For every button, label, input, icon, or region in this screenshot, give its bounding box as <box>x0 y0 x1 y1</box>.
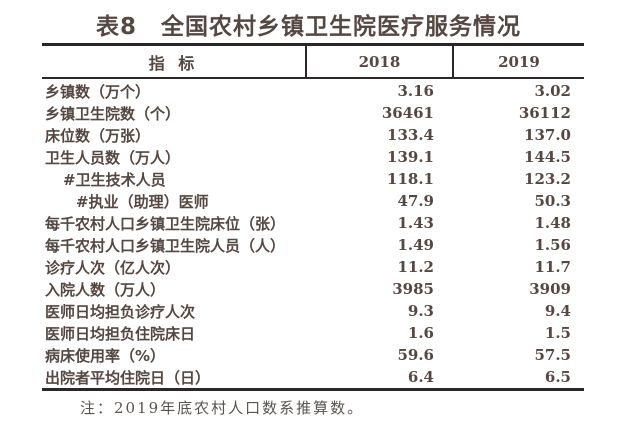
row-label: 诊疗人次（亿人次） <box>45 258 181 277</box>
column-header-2019: 2019 <box>452 46 584 77</box>
row-label: #卫生技术人员 <box>63 170 166 189</box>
value-2018: 1.49 <box>397 236 434 254</box>
value-2018: 6.4 <box>407 368 434 386</box>
table-row: 乡镇数（万个） 3.16 3.02 <box>42 80 584 102</box>
medical-service-table: 指 标 2018 2019 乡镇数（万个） 3.16 3.02 乡镇卫生院数（个… <box>42 43 584 391</box>
column-header-indicator: 指 标 <box>148 53 199 73</box>
table-row: 每千农村人口乡镇卫生院床位（张） 1.43 1.48 <box>42 212 584 234</box>
row-label: 入院人数（万人） <box>45 280 166 299</box>
value-2019: 144.5 <box>524 148 571 166</box>
row-label: 医师日均担负诊疗人次 <box>45 302 196 321</box>
table-body: 乡镇数（万个） 3.16 3.02 乡镇卫生院数（个） 36461 36112 … <box>42 79 584 388</box>
value-2019: 6.5 <box>544 368 571 386</box>
table-row: 医师日均担负诊疗人次 9.3 9.4 <box>42 300 584 322</box>
value-2018: 9.3 <box>407 302 434 320</box>
value-2018: 3.16 <box>397 82 434 100</box>
value-2019: 137.0 <box>524 126 571 144</box>
row-label: #执业（助理）医师 <box>76 192 209 211</box>
row-label: 每千农村人口乡镇卫生院人员（人） <box>45 236 286 255</box>
value-2018: 36461 <box>381 104 434 122</box>
table-header-row: 指 标 2018 2019 <box>42 46 584 79</box>
value-2018: 59.6 <box>397 346 434 364</box>
table-row: 诊疗人次（亿人次） 11.2 11.7 <box>42 256 584 278</box>
table-row: 乡镇卫生院数（个） 36461 36112 <box>42 102 584 124</box>
table-row: 出院者平均住院日（日） 6.4 6.5 <box>42 366 584 388</box>
value-2019: 36112 <box>518 104 571 122</box>
table-row: 卫生人员数（万人） 139.1 144.5 <box>42 146 584 168</box>
row-label: 每千农村人口乡镇卫生院床位（张） <box>45 214 286 233</box>
row-label: 病床使用率（%） <box>45 346 166 365</box>
value-2019: 1.56 <box>534 236 571 254</box>
table-row: 每千农村人口乡镇卫生院人员（人） 1.49 1.56 <box>42 234 584 256</box>
value-2019: 3909 <box>529 280 571 298</box>
value-2018: 1.6 <box>407 324 434 342</box>
value-2019: 3.02 <box>534 82 571 100</box>
table-row: #执业（助理）医师 47.9 50.3 <box>42 190 584 212</box>
value-2019: 11.7 <box>534 258 571 276</box>
value-2019: 50.3 <box>534 192 571 210</box>
table-row: #卫生技术人员 118.1 123.2 <box>42 168 584 190</box>
value-2019: 57.5 <box>534 346 571 364</box>
value-2018: 133.4 <box>387 126 434 144</box>
table-row: 病床使用率（%） 59.6 57.5 <box>42 344 584 366</box>
row-label: 乡镇卫生院数（个） <box>45 104 181 123</box>
value-2018: 47.9 <box>397 192 434 210</box>
value-2018: 3985 <box>392 280 434 298</box>
row-label: 出院者平均住院日（日） <box>45 368 211 387</box>
row-label: 乡镇数（万个） <box>45 82 151 101</box>
value-2018: 139.1 <box>387 148 434 166</box>
table-row: 医师日均担负住院床日 1.6 1.5 <box>42 322 584 344</box>
row-label: 卫生人员数（万人） <box>45 148 181 167</box>
value-2019: 1.48 <box>534 214 571 232</box>
value-2019: 9.4 <box>544 302 571 320</box>
value-2018: 1.43 <box>397 214 434 232</box>
value-2019: 123.2 <box>524 170 571 188</box>
value-2018: 11.2 <box>397 258 434 276</box>
table-title: 表8 全国农村乡镇卫生院医疗服务情况 <box>95 14 521 40</box>
table-row: 床位数（万张） 133.4 137.0 <box>42 124 584 146</box>
table-footnote: 注：2019年底农村人口数系推算数。 <box>80 399 365 417</box>
value-2019: 1.5 <box>544 324 571 342</box>
column-header-2018: 2018 <box>305 46 452 77</box>
table-row: 入院人数（万人） 3985 3909 <box>42 278 584 300</box>
row-label: 床位数（万张） <box>45 126 151 145</box>
row-label: 医师日均担负住院床日 <box>45 324 196 343</box>
value-2018: 118.1 <box>387 170 434 188</box>
